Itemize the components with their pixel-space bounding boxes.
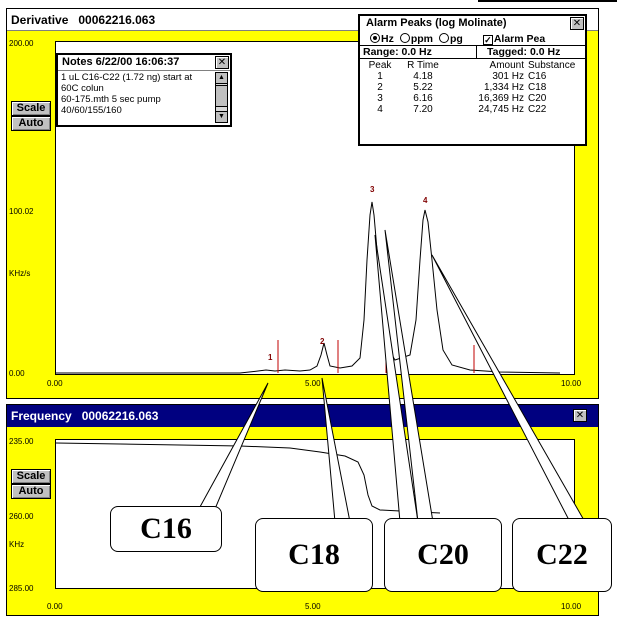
scroll-thumb[interactable] bbox=[215, 85, 228, 107]
freq-x-tick-5: 5.00 bbox=[305, 602, 321, 611]
cell-peak: 3 bbox=[377, 93, 383, 104]
cell-peak: 4 bbox=[377, 104, 383, 115]
peak-label-2: 2 bbox=[320, 337, 325, 346]
cell-peak: 2 bbox=[377, 82, 383, 93]
callout-pointer-c20a bbox=[374, 234, 419, 523]
radio-pg[interactable]: pg bbox=[439, 32, 463, 45]
notes-line: 40/60/155/160 bbox=[61, 105, 122, 116]
alarm-peaks-table: Peak R Time Amount Substance 1 4.18 301 … bbox=[360, 60, 577, 115]
range-row: Range: 0.0 Hz Tagged: 0.0 Hz bbox=[360, 45, 585, 59]
frequency-file-number: 00062216.063 bbox=[81, 409, 159, 423]
y-unit-label: KHz/s bbox=[9, 269, 31, 278]
freq-y-tick-bottom: 285.00 bbox=[9, 584, 34, 593]
alarm-checkbox[interactable]: ✓ Alarm Pea bbox=[482, 32, 546, 45]
scroll-down-icon[interactable]: ▼ bbox=[215, 111, 228, 123]
radio-hz-label: Hz bbox=[381, 32, 394, 45]
radio-hz[interactable]: Hz bbox=[370, 32, 394, 45]
cell-substance: C16 bbox=[528, 71, 547, 82]
frequency-title-bar[interactable]: Frequency 00062216.063 bbox=[7, 405, 598, 427]
cell-amount: 301 Hz bbox=[492, 71, 524, 82]
callout-pointer-c16 bbox=[194, 382, 269, 517]
x-tick-0: 0.00 bbox=[47, 379, 63, 388]
notes-scrollbar[interactable]: ▲ ▼ bbox=[215, 72, 228, 123]
freq-y-unit-label: KHz bbox=[9, 540, 25, 549]
alarm-title: Alarm Peaks (log Molinate) bbox=[366, 17, 507, 29]
col-rtime: R Time bbox=[407, 60, 439, 71]
radio-ppm[interactable]: ppm bbox=[399, 32, 434, 45]
freq-y-tick-top: 235.00 bbox=[9, 437, 34, 446]
callout-pointer-c22 bbox=[431, 254, 586, 523]
notes-text: 1 uL C16-C22 (1.72 ng) start at 60C colu… bbox=[61, 72, 211, 116]
unit-radio-group: Hz ppm pg ✓ Alarm Pea bbox=[360, 32, 585, 45]
notes-line: 60C colun bbox=[61, 83, 104, 94]
peak-label-4: 4 bbox=[423, 196, 428, 205]
scroll-up-icon[interactable]: ▲ bbox=[215, 72, 228, 84]
derivative-trace bbox=[55, 201, 561, 374]
table-row[interactable]: 2 5.22 1,334 Hz C18 bbox=[360, 82, 577, 93]
radio-icon bbox=[399, 32, 410, 43]
callout-c22: C22 bbox=[512, 518, 612, 592]
cell-rtime: 7.20 bbox=[413, 104, 433, 115]
table-row[interactable]: 1 4.18 301 Hz C16 bbox=[360, 71, 577, 82]
cell-amount: 16,369 Hz bbox=[478, 93, 524, 104]
radio-ppm-label: ppm bbox=[410, 32, 434, 45]
x-tick-5: 5.00 bbox=[305, 379, 321, 388]
col-substance: Substance bbox=[528, 60, 576, 71]
frequency-close-icon[interactable]: ✕ bbox=[573, 409, 587, 422]
notes-line: 60-175.mth 5 sec pump bbox=[61, 94, 161, 105]
y-tick-top: 200.00 bbox=[9, 39, 34, 48]
callout-c20: C20 bbox=[384, 518, 502, 592]
notes-close-icon[interactable]: ✕ bbox=[215, 56, 229, 69]
auto-button[interactable]: Auto bbox=[11, 116, 51, 131]
cell-rtime: 6.16 bbox=[413, 93, 433, 104]
y-tick-mid: 100.02 bbox=[9, 207, 34, 216]
freq-scale-button[interactable]: Scale bbox=[11, 469, 51, 484]
radio-pg-label: pg bbox=[450, 32, 463, 45]
alarm-close-icon[interactable]: ✕ bbox=[570, 17, 584, 30]
frequency-trace bbox=[55, 442, 441, 514]
cell-substance: C20 bbox=[528, 93, 547, 104]
tagged-value: Tagged: 0.0 Hz bbox=[487, 46, 561, 58]
frequency-title: Frequency bbox=[11, 409, 72, 423]
peak-label-3: 3 bbox=[370, 185, 375, 194]
notes-line: 1 uL C16-C22 (1.72 ng) start at bbox=[61, 72, 193, 83]
peak-label-1: 1 bbox=[268, 353, 273, 362]
freq-auto-button[interactable]: Auto bbox=[11, 484, 51, 499]
notes-window[interactable]: Notes 6/22/00 16:06:37 ✕ 1 uL C16-C22 (1… bbox=[56, 53, 232, 127]
scale-button[interactable]: Scale bbox=[11, 101, 51, 116]
cell-rtime: 4.18 bbox=[413, 71, 433, 82]
notes-title: Notes 6/22/00 16:06:37 bbox=[58, 55, 230, 71]
cell-substance: C22 bbox=[528, 104, 547, 115]
freq-y-tick-mid: 260.00 bbox=[9, 512, 34, 521]
cell-substance: C18 bbox=[528, 82, 547, 93]
callout-c18: C18 bbox=[255, 518, 373, 592]
col-amount: Amount bbox=[489, 60, 524, 71]
checkmark-icon: ✓ bbox=[482, 34, 493, 45]
table-header: Peak R Time Amount Substance bbox=[360, 60, 577, 71]
col-peak: Peak bbox=[368, 60, 392, 71]
top-edge-line bbox=[478, 0, 617, 2]
freq-x-tick-10: 10.00 bbox=[561, 602, 582, 611]
alarm-peaks-window[interactable]: Alarm Peaks (log Molinate) ✕ Hz ppm pg ✓… bbox=[358, 14, 587, 146]
cell-rtime: 5.22 bbox=[413, 82, 433, 93]
cell-amount: 1,334 Hz bbox=[483, 82, 524, 93]
radio-selected-icon bbox=[370, 32, 380, 43]
cell-amount: 24,745 Hz bbox=[478, 104, 524, 115]
derivative-title: Derivative bbox=[11, 12, 69, 27]
callout-c16: C16 bbox=[110, 506, 222, 552]
derivative-file-number: 00062216.063 bbox=[78, 12, 156, 27]
cell-peak: 1 bbox=[377, 71, 383, 82]
table-row[interactable]: 4 7.20 24,745 Hz C22 bbox=[360, 104, 577, 115]
y-tick-bottom: 0.00 bbox=[9, 369, 25, 378]
x-tick-10: 10.00 bbox=[561, 379, 582, 388]
alarm-checkbox-label: Alarm Pea bbox=[493, 32, 546, 45]
range-value: Range: 0.0 Hz bbox=[360, 46, 477, 58]
callout-pointer-c18 bbox=[321, 377, 351, 523]
freq-x-tick-0: 0.00 bbox=[47, 602, 63, 611]
table-row[interactable]: 3 6.16 16,369 Hz C20 bbox=[360, 93, 577, 104]
radio-icon bbox=[439, 32, 450, 43]
